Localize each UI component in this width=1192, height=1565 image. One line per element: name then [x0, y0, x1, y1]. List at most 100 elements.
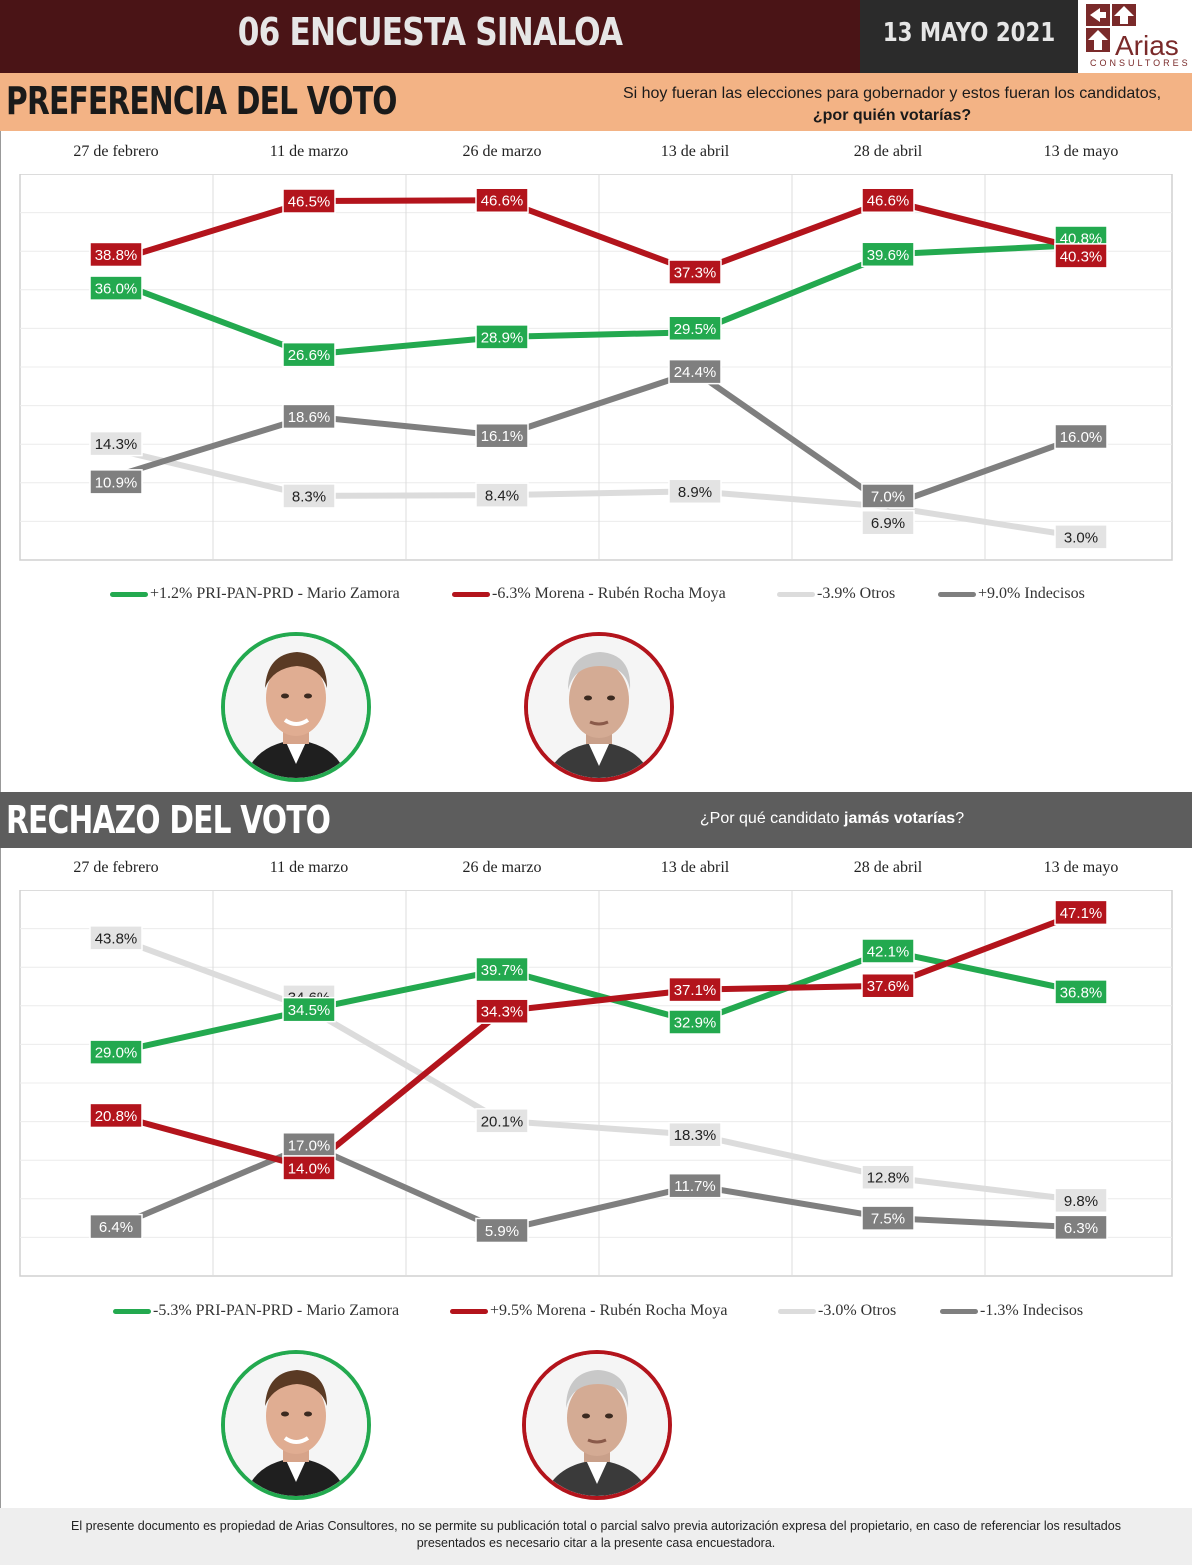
- data-label: 12.8%: [867, 1170, 910, 1187]
- data-label-box: [475, 998, 529, 1024]
- legend-item-indecisos: +9.0% Indecisos: [938, 585, 1085, 603]
- data-label-box: [1054, 1214, 1108, 1241]
- data-label: 32.9%: [674, 1015, 717, 1032]
- data-label-box: [475, 1108, 529, 1134]
- data-label-box: [89, 1039, 143, 1065]
- data-label-box: [668, 1121, 722, 1148]
- data-label: 37.6%: [867, 978, 910, 995]
- data-label-box: [1054, 899, 1108, 926]
- series-line: [113, 242, 1084, 358]
- data-label: 7.0%: [871, 488, 905, 505]
- legend-item-otros: -3.0% Otros: [778, 1302, 896, 1320]
- data-label-box: [282, 1155, 336, 1181]
- series-line: [113, 934, 1084, 1204]
- data-label: 8.3%: [292, 488, 326, 505]
- date-label: 27 de febrero: [73, 859, 159, 876]
- data-label: 18.6%: [288, 409, 331, 426]
- data-label: 37.3%: [674, 265, 717, 282]
- legend-swatch: [778, 1308, 816, 1314]
- data-label: 18.3%: [674, 1127, 717, 1144]
- data-label: 17.0%: [288, 1137, 331, 1154]
- data-label: 14.0%: [288, 1160, 331, 1177]
- legend-swatch: [940, 1308, 978, 1314]
- legend-item-zamora: +1.2% PRI-PAN-PRD - Mario Zamora: [110, 585, 400, 603]
- data-label-box: [1054, 979, 1108, 1005]
- legend-change: +9.0%: [978, 585, 1021, 602]
- data-label-box: [861, 241, 915, 268]
- legend-change: +9.5%: [490, 1302, 533, 1319]
- footer: El presente documento es propiedad de Ar…: [0, 1508, 1192, 1565]
- person-zamora-icon: [225, 636, 367, 778]
- legend-swatch: [113, 1308, 151, 1314]
- data-label: 42.1%: [867, 943, 910, 960]
- data-label: 26.6%: [288, 347, 331, 364]
- data-label: 43.8%: [95, 930, 138, 947]
- data-label: 39.6%: [867, 247, 910, 264]
- date-label: 26 de marzo: [462, 859, 542, 876]
- date-row-preference: 27 de febrero 11 de marzo 26 de marzo 13…: [0, 143, 1192, 167]
- data-label-box: [282, 996, 336, 1023]
- data-label: 11.7%: [674, 1178, 715, 1195]
- legend-swatch: [938, 591, 976, 597]
- data-label: 6.3%: [1064, 1220, 1098, 1237]
- data-label: 46.6%: [867, 193, 910, 210]
- legend-change: -6.3%: [492, 585, 531, 602]
- data-label: 47.1%: [1060, 905, 1103, 922]
- data-label-box: [89, 1213, 143, 1240]
- date-label: 13 de abril: [660, 859, 730, 876]
- person-zamora-icon: [225, 1354, 367, 1496]
- legend-label: Indecisos: [1024, 585, 1085, 602]
- data-label-box: [861, 1205, 915, 1231]
- data-label-box: [282, 1132, 336, 1158]
- legend-item-rocha: -6.3% Morena - Rubén Rocha Moya: [452, 585, 726, 603]
- data-label-box: [282, 403, 336, 430]
- legend-change: +1.2%: [150, 585, 193, 602]
- data-label-box: [861, 187, 915, 213]
- rejection-legend: -5.3% PRI-PAN-PRD - Mario Zamora +9.5% M…: [0, 1302, 1192, 1326]
- data-label-box: [668, 1172, 722, 1199]
- data-label: 37.1%: [674, 982, 717, 999]
- header-date-area: [860, 0, 1078, 73]
- data-label-box: [861, 938, 915, 964]
- date-label: 13 de mayo: [1043, 143, 1119, 160]
- legend-label: PRI-PAN-PRD - Mario Zamora: [196, 585, 400, 602]
- data-label-box: [475, 956, 529, 983]
- date-label: 13 de abril: [660, 143, 730, 160]
- date-row-rejection: 27 de febrero 11 de marzo 26 de marzo 13…: [0, 859, 1192, 883]
- footer-line-2: presentados es necesario citar a la pres…: [416, 1536, 776, 1550]
- header-title-area: [0, 0, 860, 73]
- data-label: 46.5%: [288, 194, 331, 211]
- data-label: 3.0%: [1064, 529, 1098, 546]
- series-line: [113, 197, 1084, 276]
- series-line: [113, 368, 1084, 509]
- legend-swatch: [452, 591, 490, 597]
- date-label: 28 de abril: [853, 143, 923, 160]
- section-rejection-question: ¿Por qué candidato jamás votarías?: [622, 810, 1042, 828]
- data-label: 28.9%: [481, 329, 524, 346]
- data-label: 24.4%: [674, 364, 717, 381]
- section-preference-question: Si hoy fueran las elecciones para gobern…: [612, 83, 1172, 127]
- data-label-box: [668, 259, 722, 285]
- data-label: 6.4%: [99, 1219, 133, 1236]
- survey-date: 13 MAYO 2021: [882, 18, 1056, 48]
- question-bold-text: jamás votarías: [844, 810, 956, 827]
- arias-logo-icon: [1086, 4, 1136, 52]
- survey-title: 06 ENCUESTA SINALOA: [237, 10, 623, 54]
- data-label-box: [475, 324, 529, 350]
- left-border: [0, 848, 1, 1508]
- series-line: [113, 909, 1084, 1171]
- legend-change: -1.3%: [980, 1302, 1019, 1319]
- data-label: 46.6%: [481, 193, 524, 210]
- legend-item-otros: -3.9% Otros: [777, 585, 895, 603]
- legend-label: PRI-PAN-PRD - Mario Zamora: [195, 1302, 400, 1319]
- data-label: 8.4%: [485, 488, 519, 505]
- data-label: 20.1%: [481, 1113, 524, 1130]
- data-label: 34.3%: [481, 1004, 524, 1021]
- legend-change: -5.3%: [153, 1302, 192, 1319]
- data-label: 39.7%: [481, 962, 524, 979]
- data-label-box: [475, 422, 529, 449]
- date-label: 11 de marzo: [269, 143, 349, 160]
- data-label: 36.0%: [95, 281, 138, 298]
- data-label: 5.9%: [485, 1223, 519, 1240]
- date-label: 27 de febrero: [73, 143, 159, 160]
